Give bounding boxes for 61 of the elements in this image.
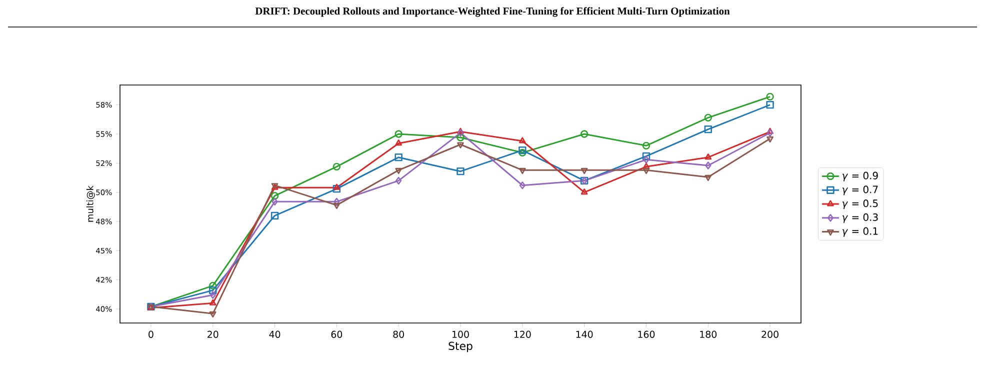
point — [270, 192, 279, 200]
point — [704, 114, 712, 122]
point — [580, 168, 588, 174]
x-axis-title: Step — [448, 342, 472, 352]
y-axis-title: multi@k — [86, 185, 95, 222]
legend-label: γ = 0.7 — [842, 186, 878, 196]
point — [704, 125, 712, 134]
point — [642, 162, 650, 169]
point — [272, 198, 278, 206]
point — [333, 184, 340, 190]
point — [456, 167, 464, 176]
point — [395, 139, 402, 146]
x-tick-label: 20 — [208, 330, 218, 338]
legend-label: γ = 0.9 — [842, 172, 878, 182]
point — [395, 168, 402, 174]
point — [580, 130, 588, 138]
point — [209, 299, 216, 306]
legend-label: γ = 0.5 — [842, 200, 878, 210]
point — [704, 174, 712, 182]
point — [705, 162, 712, 170]
point — [766, 100, 774, 109]
point — [209, 282, 217, 290]
point — [333, 202, 340, 210]
point — [518, 137, 526, 144]
x-tick-label: 40 — [269, 330, 280, 338]
point — [642, 142, 650, 150]
point — [519, 181, 526, 190]
x-tick-label: 0 — [148, 330, 154, 338]
point — [210, 291, 216, 299]
x-tick-label: 180 — [700, 330, 717, 338]
point — [518, 148, 526, 157]
point — [394, 153, 402, 162]
point — [457, 128, 464, 137]
x-tick-label: 100 — [452, 330, 469, 338]
x-tick-label: 140 — [576, 330, 593, 338]
point — [209, 286, 217, 294]
point — [332, 162, 341, 171]
point — [580, 188, 588, 195]
point — [457, 142, 464, 148]
chart-title: DRIFT: Decoupled Rollouts and Importance-Weighted Fine-Tuning for Efficient Multi-Turn Optimization — [255, 7, 730, 17]
x-tick-label: 80 — [393, 330, 404, 338]
x-tick-label: 160 — [638, 330, 655, 338]
legend-label: γ = 0.3 — [842, 213, 878, 223]
point — [396, 176, 402, 185]
point — [334, 198, 340, 206]
point — [642, 168, 650, 174]
point — [394, 130, 402, 138]
point — [270, 212, 279, 220]
x-tick-label: 120 — [514, 330, 531, 338]
point — [518, 168, 526, 174]
point — [457, 128, 464, 134]
legend-label: γ = 0.1 — [842, 227, 878, 237]
x-tick-label: 60 — [331, 330, 342, 338]
point — [642, 152, 650, 160]
point — [209, 311, 216, 318]
point — [518, 146, 526, 154]
point — [704, 153, 712, 160]
point — [643, 156, 650, 164]
point — [332, 184, 341, 193]
point — [456, 134, 464, 142]
x-tick-label: 200 — [762, 330, 778, 338]
